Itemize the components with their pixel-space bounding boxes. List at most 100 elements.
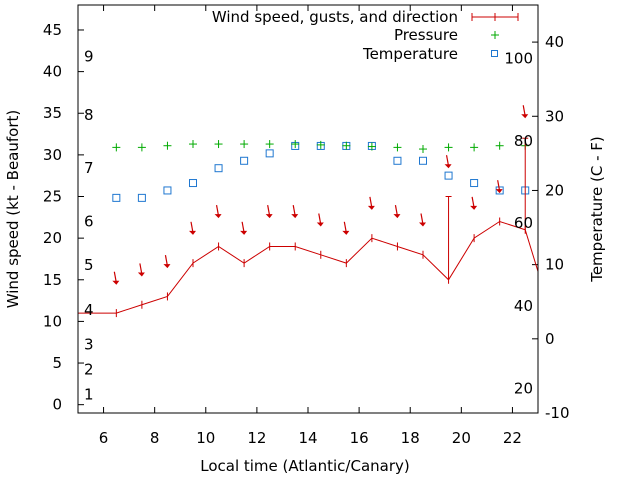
- wind-arrow-head: [367, 205, 375, 210]
- pressure-point: [444, 143, 453, 152]
- pressure-point: [163, 141, 172, 150]
- wind-arrow-head: [214, 214, 222, 219]
- wind-arrow-head: [137, 272, 145, 277]
- wind-arrow: [265, 205, 273, 219]
- y-left-tick-label: 0: [52, 396, 62, 414]
- pressure-point: [137, 143, 146, 152]
- fahrenheit-label: 80: [514, 132, 533, 150]
- temperature-point: [419, 156, 427, 165]
- x-tick-label: 22: [503, 429, 522, 447]
- x-tick-label: 6: [99, 429, 109, 447]
- pressure-point: [112, 143, 121, 152]
- wind-arrow-head: [495, 189, 503, 194]
- x-tick-label: 16: [350, 429, 369, 447]
- y-left-tick-label: 5: [52, 354, 62, 372]
- wind-arrow: [342, 221, 350, 235]
- y-left-tick-label: 25: [43, 188, 62, 206]
- wind-arrow-head: [265, 214, 273, 219]
- fahrenheit-label: 100: [504, 49, 533, 67]
- wind-direction-arrows: [112, 105, 529, 285]
- y-axis-label-left: Wind speed (kt - Beaufort): [4, 110, 22, 309]
- y-left-tick-label: 30: [43, 146, 62, 164]
- beaufort-label: 3: [84, 336, 94, 354]
- y-left-tick-label: 10: [43, 312, 62, 330]
- wind-arrow-head: [163, 264, 171, 269]
- wind-arrow: [240, 221, 248, 235]
- plot-frame: [77, 4, 539, 414]
- beaufort-label: 9: [84, 48, 94, 66]
- pressure-point: [240, 140, 249, 149]
- x-tick-label: 8: [150, 429, 160, 447]
- temperature-point: [137, 193, 146, 202]
- x-axis-label: Local time (Atlantic/Canary): [200, 457, 410, 475]
- tick-labels: 6 8 10 12 14 16 18 20 22051015202530354045-10010…: [43, 21, 570, 447]
- legend-label-pressure: Pressure: [394, 26, 458, 44]
- y-left-tick-label: 35: [43, 104, 62, 122]
- temperature-point: [470, 179, 479, 188]
- temperature-point: [189, 179, 197, 188]
- pressure-point: [495, 141, 504, 150]
- pressure-point: [189, 140, 197, 149]
- y-left-tick-label: 45: [43, 21, 62, 39]
- y-left-tick-label: 15: [43, 271, 62, 289]
- pressure-point: [265, 140, 274, 149]
- temperature-point: [163, 186, 172, 195]
- pressure-point: [419, 145, 427, 154]
- x-tick-label: 20: [452, 429, 471, 447]
- wind-arrow: [393, 205, 401, 219]
- wind-arrow: [367, 196, 375, 210]
- y-right-tick-label: 20: [545, 181, 564, 199]
- wind-arrow-head: [316, 222, 324, 227]
- y-left-tick-label: 20: [43, 229, 62, 247]
- wind-speed-line: [78, 220, 539, 314]
- temperature-series: [112, 141, 530, 202]
- x-tick-label: 14: [298, 429, 317, 447]
- pressure-point: [393, 143, 402, 152]
- temperature-point: [240, 156, 249, 165]
- wind-arrow: [470, 196, 478, 210]
- y-right-tick-label: 40: [545, 33, 564, 51]
- pressure-point: [470, 143, 479, 152]
- wind-arrow-head: [470, 205, 478, 210]
- legend-mark-temperature: [491, 50, 498, 57]
- wind-arrow-head: [342, 230, 350, 235]
- beaufort-label: 2: [84, 361, 94, 379]
- wind-arrow: [419, 213, 426, 227]
- y-axis-label-right: Temperature (C - F): [588, 136, 606, 283]
- temperature-point: [214, 164, 223, 173]
- wind-arrow: [137, 263, 145, 277]
- wind-arrow: [112, 271, 120, 285]
- y-right-tick-label: 0: [545, 330, 555, 348]
- wind-arrow-head: [419, 222, 426, 227]
- wind-arrow: [495, 180, 503, 194]
- wind-series: [77, 137, 539, 318]
- pressure-point: [342, 141, 351, 150]
- pressure-point: [291, 140, 300, 149]
- temperature-point: [265, 149, 274, 158]
- wind-arrow: [521, 105, 529, 119]
- pressure-series: [112, 140, 530, 154]
- fahrenheit-label: 60: [514, 214, 533, 232]
- fahrenheit-label: 20: [514, 380, 533, 398]
- pressure-point: [367, 142, 376, 151]
- wind-arrow-head: [240, 230, 248, 235]
- wind-arrow-head: [393, 214, 401, 219]
- x-tick-label: 18: [401, 429, 420, 447]
- beaufort-label: 6: [84, 212, 94, 230]
- y-left-tick-label: 40: [43, 63, 62, 81]
- wind-arrow-head: [112, 280, 120, 285]
- wind-arrow: [291, 205, 299, 219]
- legend-label-wind: Wind speed, gusts, and direction: [212, 8, 458, 26]
- beaufort-label: 1: [84, 386, 94, 404]
- legend-label-temperature: Temperature: [362, 45, 458, 63]
- beaufort-label: 5: [84, 256, 94, 274]
- wind-arrow: [214, 205, 222, 219]
- wind-arrow-head: [444, 164, 452, 169]
- temperature-point: [444, 171, 453, 180]
- wind-arrow: [163, 255, 171, 269]
- x-tick-label: 12: [247, 429, 266, 447]
- pressure-point: [214, 140, 223, 149]
- wind-arrow-head: [291, 214, 299, 219]
- wind-arrow: [189, 221, 196, 235]
